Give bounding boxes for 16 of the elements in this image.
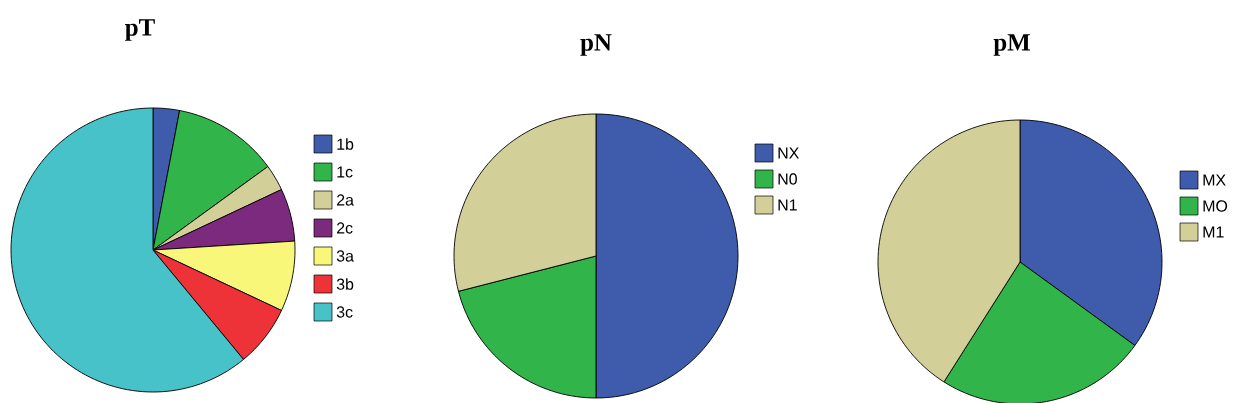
legend-label: N0 [778,173,797,185]
chart-title: pN [580,34,612,56]
legend-label: MO [1203,200,1228,212]
chart-title: pM [993,34,1030,56]
legend-label: 1b [337,138,354,150]
legend-label: 3c [336,306,353,318]
legend-label: NX [778,147,800,159]
legend-label: MX [1203,174,1226,186]
legend-label: 3b [336,278,354,290]
legend-label: 2c [337,222,353,234]
legend-label: 3a [336,250,354,262]
legend-label: M1 [1203,226,1224,238]
chart-title: pT [125,19,155,41]
legend-label: 2a [337,194,354,206]
legend-label: 1c [337,166,353,178]
legend-label: N1 [778,199,797,211]
